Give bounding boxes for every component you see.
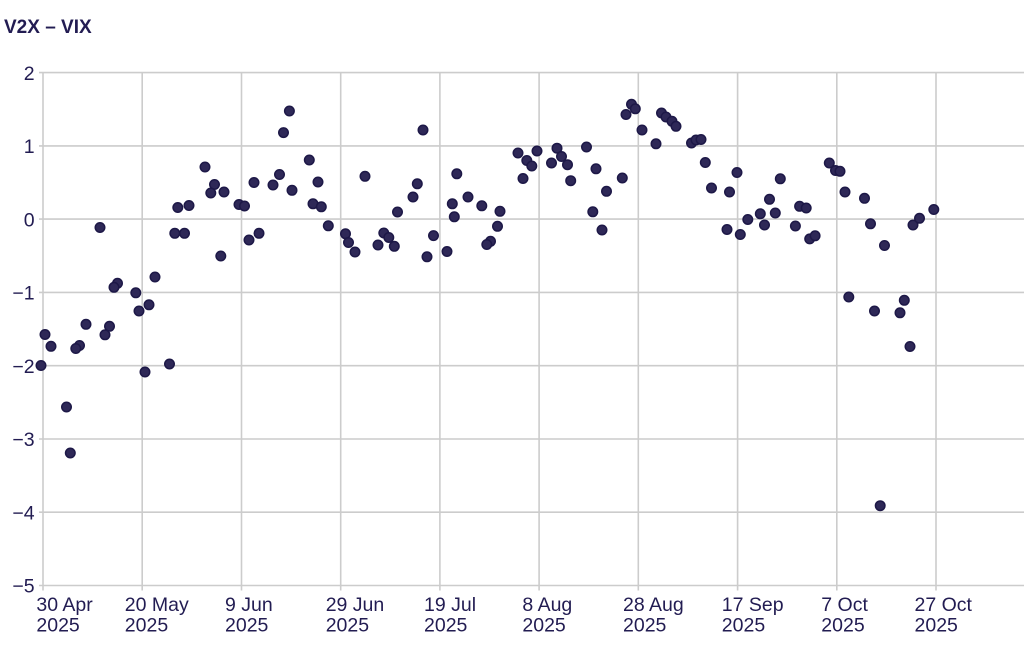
svg-text:−3: −3: [12, 429, 34, 451]
svg-text:2025: 2025: [623, 615, 667, 637]
svg-text:2025: 2025: [722, 615, 766, 637]
svg-text:20 May: 20 May: [125, 594, 189, 616]
svg-text:2025: 2025: [326, 615, 370, 637]
svg-text:8 Aug: 8 Aug: [522, 594, 572, 616]
svg-text:−1: −1: [12, 283, 34, 305]
svg-text:0: 0: [24, 209, 35, 231]
svg-text:7 Oct: 7 Oct: [821, 594, 868, 616]
svg-text:9 Jun: 9 Jun: [225, 594, 273, 616]
svg-text:17 Sep: 17 Sep: [722, 594, 784, 616]
svg-text:2025: 2025: [36, 615, 80, 637]
svg-text:2025: 2025: [915, 615, 959, 637]
svg-text:2025: 2025: [125, 615, 169, 637]
svg-text:1: 1: [24, 136, 35, 158]
svg-text:2: 2: [24, 63, 35, 85]
svg-text:27 Oct: 27 Oct: [915, 594, 973, 616]
svg-text:29 Jun: 29 Jun: [326, 594, 385, 616]
svg-text:2025: 2025: [821, 615, 865, 637]
svg-text:−5: −5: [12, 576, 34, 598]
svg-text:28 Aug: 28 Aug: [623, 594, 684, 616]
svg-text:30 Apr: 30 Apr: [36, 594, 93, 616]
svg-text:19 Jul: 19 Jul: [424, 594, 476, 616]
svg-text:2025: 2025: [225, 615, 269, 637]
svg-text:−2: −2: [12, 356, 34, 378]
svg-text:−4: −4: [12, 502, 34, 524]
svg-text:2025: 2025: [424, 615, 468, 637]
svg-text:2025: 2025: [522, 615, 566, 637]
svg-text:V2X – VIX: V2X – VIX: [4, 17, 92, 38]
